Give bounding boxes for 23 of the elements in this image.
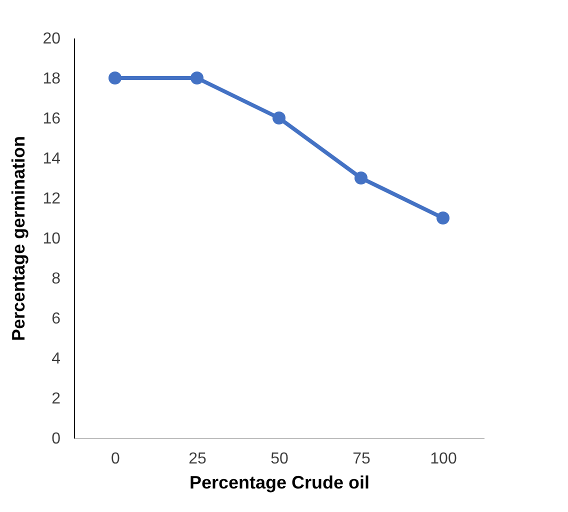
- x-tick-label: 25: [188, 450, 206, 468]
- y-tick-label: 2: [52, 390, 61, 408]
- y-tick-label: 14: [42, 150, 61, 168]
- x-tick-label: 50: [270, 450, 288, 468]
- y-tick-label: 18: [42, 70, 61, 88]
- y-tick-label: 10: [42, 230, 61, 248]
- x-tick-label: 0: [111, 450, 120, 468]
- point: [190, 71, 204, 85]
- point: [108, 71, 122, 85]
- y-tick-label: 16: [42, 110, 61, 128]
- y-tick-label: 20: [42, 30, 61, 48]
- point: [436, 211, 450, 225]
- y-tick-label: 12: [42, 190, 61, 208]
- point: [354, 171, 368, 185]
- x-tick-label: 100: [430, 450, 457, 468]
- point: [272, 111, 286, 125]
- y-tick-label: 6: [52, 310, 61, 328]
- y-tick-label: 4: [52, 350, 61, 368]
- y-tick-label: 0: [52, 430, 61, 448]
- y-tick-label: 8: [52, 270, 61, 288]
- x-tick-label: 75: [352, 450, 370, 468]
- x-axis-title: Percentage Crude oil: [189, 472, 370, 492]
- y-axis-title: Percentage germination: [8, 136, 29, 342]
